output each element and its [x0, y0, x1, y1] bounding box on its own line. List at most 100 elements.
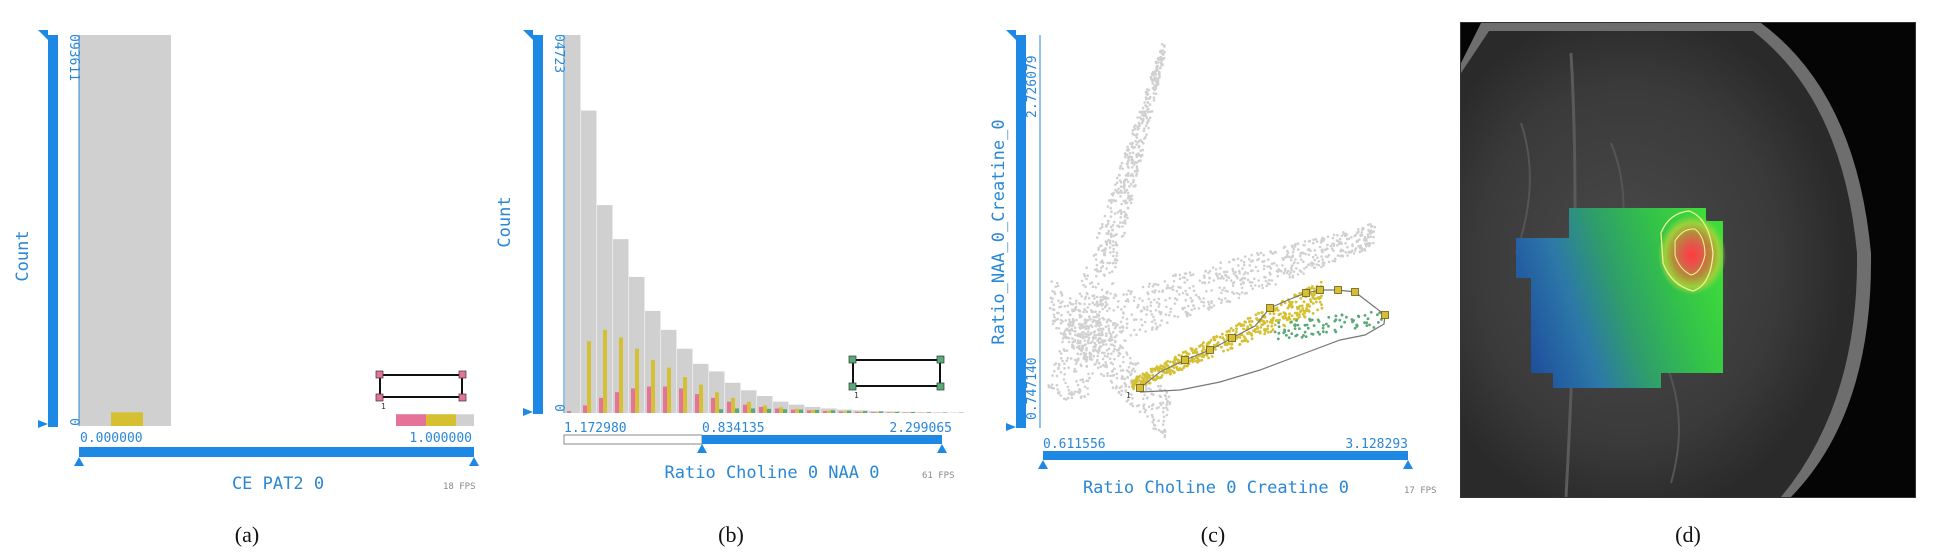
c-context-point: [1183, 276, 1187, 279]
c-context-point: [1145, 313, 1148, 316]
c-context-point: [1283, 269, 1287, 273]
c-context-point: [1292, 270, 1296, 274]
c-y-range-slider[interactable]: [1016, 35, 1026, 428]
c-context-point: [1092, 254, 1096, 257]
b-brush-handle[interactable]: [848, 382, 857, 391]
c-context-point: [1311, 241, 1315, 245]
c-context-point: [1084, 295, 1088, 299]
a-x-range-slider[interactable]: [79, 447, 474, 457]
c-context-point: [1062, 378, 1066, 381]
c-lasso-handle[interactable]: [1266, 304, 1274, 312]
c-x-range-slider[interactable]: [1043, 451, 1408, 460]
a-brush-handle[interactable]: [375, 370, 384, 379]
c-context-point: [1142, 407, 1146, 410]
c-context-point: [1068, 332, 1072, 335]
c-context-point: [1119, 221, 1122, 224]
c-context-point: [1238, 272, 1241, 275]
c-context-point: [1225, 300, 1229, 303]
a-brush-handle[interactable]: [458, 393, 467, 402]
c-context-point: [1099, 365, 1102, 369]
c-context-point: [1114, 265, 1117, 269]
c-context-point: [1249, 284, 1253, 288]
c-context-point: [1270, 262, 1274, 266]
b-selected-bar: [763, 405, 767, 413]
c-context-point: [1104, 361, 1107, 364]
c-context-point: [1075, 379, 1078, 383]
c-lasso-handle[interactable]: [1181, 356, 1189, 364]
b-brush-handle[interactable]: [936, 355, 945, 364]
c-selected-point: [1222, 349, 1225, 353]
c-x-slider-left-handle[interactable]: [1038, 460, 1048, 469]
a-x-slider-left-handle[interactable]: [74, 457, 84, 466]
b-y-slider-top-handle[interactable]: [523, 30, 533, 40]
c-selected-point: [1152, 378, 1155, 381]
a-y-range-slider[interactable]: [48, 35, 58, 427]
b-brush-label: 1: [854, 391, 859, 400]
c-context-point: [1310, 261, 1313, 265]
c-lasso-outline[interactable]: [1139, 289, 1386, 393]
c-context-point: [1112, 247, 1115, 251]
c-context-point: [1308, 248, 1311, 252]
c-context-point: [1256, 252, 1259, 255]
c-context-point: [1357, 228, 1360, 231]
a-y-slider-top-handle[interactable]: [38, 30, 48, 40]
c-lasso-handle[interactable]: [1381, 311, 1389, 319]
a-brush-handle[interactable]: [375, 393, 384, 402]
c-context-point: [1178, 277, 1182, 281]
b-y-min-label: 0: [551, 404, 566, 412]
c-x-slider-right-handle[interactable]: [1403, 460, 1413, 469]
b-brush-handle[interactable]: [848, 355, 857, 364]
c-context-point: [1130, 194, 1134, 198]
c-context-point: [1110, 201, 1113, 204]
b-brush-box[interactable]: [852, 359, 941, 387]
c-context-point: [1232, 258, 1236, 262]
c-context-point: [1140, 121, 1144, 125]
b-x-slider-right-handle[interactable]: [937, 444, 947, 453]
b-brush-handle[interactable]: [936, 382, 945, 391]
c-lasso-handle[interactable]: [1206, 346, 1214, 354]
c-context-point: [1056, 284, 1060, 288]
c-selected-point: [1143, 380, 1147, 383]
c-context-point: [1154, 308, 1158, 312]
c-context-point: [1200, 300, 1203, 304]
c-context-point: [1143, 393, 1146, 397]
c-lasso-handle[interactable]: [1351, 288, 1359, 296]
c-context-point: [1107, 199, 1111, 202]
c-lasso-handles[interactable]: [1136, 286, 1389, 392]
c-context-point: [1089, 282, 1092, 285]
c-lasso-handle[interactable]: [1228, 334, 1236, 342]
c-context-point: [1207, 271, 1210, 275]
a-brush-box[interactable]: [379, 374, 463, 398]
c-lasso-handle[interactable]: [1302, 289, 1310, 297]
c-lasso-handle[interactable]: [1316, 286, 1324, 294]
b-x-slider-left-handle[interactable]: [697, 444, 707, 453]
c-context-point: [1096, 323, 1099, 326]
c-context-point: [1085, 349, 1088, 352]
c-context-point: [1121, 225, 1124, 228]
b-x-range-slider[interactable]: [702, 435, 942, 444]
c-context-point: [1320, 255, 1323, 258]
c-context-point: [1067, 388, 1071, 392]
c-selected-point: [1153, 367, 1157, 370]
c-selected-point: [1309, 298, 1312, 301]
c-context-point: [1135, 172, 1139, 175]
c-highlight-point: [1298, 327, 1301, 330]
c-context-point: [1321, 261, 1325, 265]
c-context-point: [1094, 258, 1098, 261]
c-lasso-handle[interactable]: [1334, 286, 1342, 294]
b-y-slider-bottom-handle[interactable]: [523, 408, 533, 416]
c-context-point: [1167, 313, 1171, 317]
c-y-slider-top-handle[interactable]: [1006, 30, 1016, 40]
c-context-point: [1296, 242, 1300, 246]
a-brush-handle[interactable]: [458, 370, 467, 379]
c-context-point: [1075, 299, 1078, 303]
a-y-slider-bottom-handle[interactable]: [38, 420, 48, 428]
a-x-slider-right-handle[interactable]: [469, 457, 479, 466]
c-context-point: [1131, 159, 1135, 162]
c-y-slider-bottom-handle[interactable]: [1006, 423, 1016, 431]
c-context-point: [1189, 296, 1192, 300]
b-y-range-slider[interactable]: [533, 35, 543, 414]
c-lasso-handle[interactable]: [1136, 384, 1144, 392]
c-context-point: [1367, 242, 1370, 245]
c-context-point: [1129, 174, 1132, 177]
